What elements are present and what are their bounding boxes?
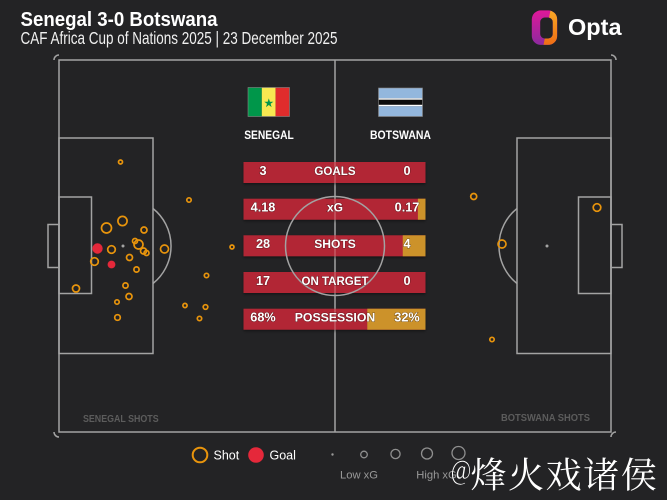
svg-text:Low xG: Low xG: [340, 470, 378, 482]
svg-text:SHOTS: SHOTS: [314, 237, 356, 251]
svg-text:BOTSWANA: BOTSWANA: [370, 130, 431, 142]
svg-text:4.18: 4.18: [251, 201, 276, 215]
svg-text:GOALS: GOALS: [314, 164, 355, 178]
svg-text:ON TARGET: ON TARGET: [302, 274, 370, 288]
svg-text:28: 28: [256, 237, 270, 251]
svg-text:Opta: Opta: [568, 14, 622, 40]
svg-text:CAF Africa Cup of Nations 2025: CAF Africa Cup of Nations 2025 | 23 Dece…: [21, 28, 338, 48]
svg-text:4: 4: [403, 237, 410, 251]
svg-text:High xG: High xG: [416, 470, 456, 482]
svg-text:0: 0: [403, 274, 410, 288]
svg-text:17: 17: [256, 274, 270, 288]
svg-text:0: 0: [403, 164, 410, 178]
svg-text:POSSESSION: POSSESSION: [295, 311, 376, 325]
svg-text:xG: xG: [327, 201, 343, 215]
svg-text:Senegal 3-0 Botswana: Senegal 3-0 Botswana: [21, 8, 219, 31]
svg-text:32%: 32%: [394, 311, 419, 325]
svg-text:3: 3: [259, 164, 266, 178]
svg-text:0.17: 0.17: [395, 201, 420, 215]
svg-text:Shot: Shot: [214, 449, 240, 463]
svg-text:68%: 68%: [250, 311, 275, 325]
svg-text:SENEGAL: SENEGAL: [244, 130, 294, 142]
svg-text:BOTSWANA SHOTS: BOTSWANA SHOTS: [501, 412, 590, 424]
svg-text:SENEGAL SHOTS: SENEGAL SHOTS: [83, 413, 159, 425]
svg-text:Goal: Goal: [270, 449, 296, 463]
